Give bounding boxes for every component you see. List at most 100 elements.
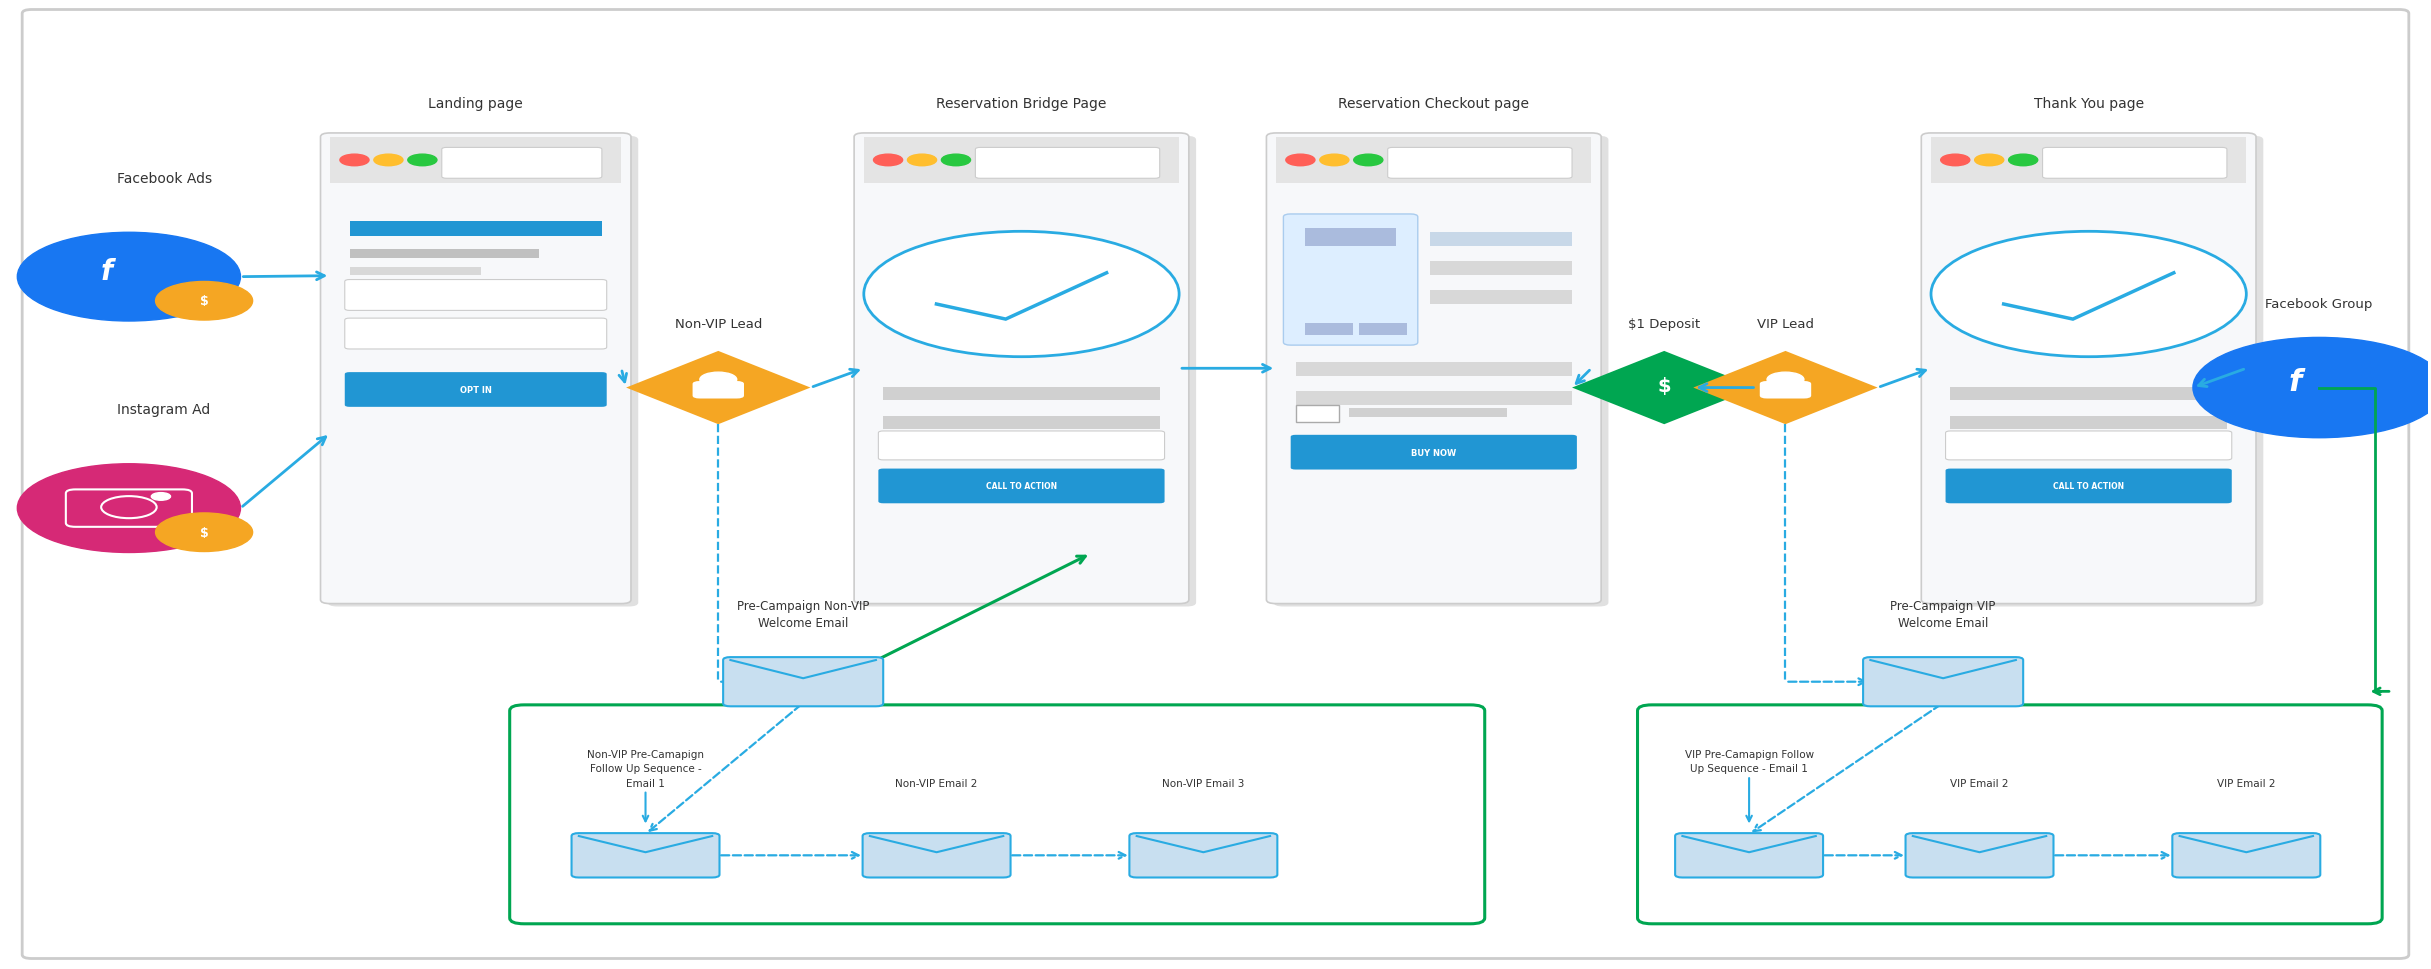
FancyBboxPatch shape [350,222,603,236]
Text: Non-VIP Email 2: Non-VIP Email 2 [895,778,977,788]
Polygon shape [1573,352,1755,424]
Text: OPT IN: OPT IN [459,386,491,394]
Circle shape [17,233,241,322]
Text: Non-VIP Lead: Non-VIP Lead [673,318,761,330]
Circle shape [2193,338,2431,438]
FancyBboxPatch shape [442,148,603,179]
FancyBboxPatch shape [331,138,622,184]
Text: Facebook Ads: Facebook Ads [117,172,211,186]
Circle shape [1320,155,1349,167]
Text: Welcome Email: Welcome Email [758,616,848,629]
Text: $1 Deposit: $1 Deposit [1629,318,1699,330]
Text: Welcome Email: Welcome Email [1899,616,1989,629]
FancyBboxPatch shape [345,319,608,350]
Text: Landing page: Landing page [428,97,523,110]
FancyBboxPatch shape [693,382,744,399]
FancyBboxPatch shape [1760,382,1811,399]
FancyBboxPatch shape [321,134,632,604]
FancyBboxPatch shape [878,431,1164,460]
Circle shape [156,514,253,552]
Text: Thank You page: Thank You page [2035,97,2144,110]
FancyBboxPatch shape [1945,469,2232,504]
FancyBboxPatch shape [345,373,608,407]
Text: f: f [102,258,114,286]
FancyBboxPatch shape [853,134,1189,604]
Circle shape [873,155,902,167]
FancyBboxPatch shape [571,833,720,878]
Circle shape [1354,155,1383,167]
Text: Follow Up Sequence -: Follow Up Sequence - [591,764,703,773]
Text: Facebook Group: Facebook Group [2266,298,2373,311]
FancyBboxPatch shape [722,657,882,706]
Circle shape [374,155,404,167]
Circle shape [1767,373,1804,388]
FancyBboxPatch shape [22,11,2409,958]
FancyBboxPatch shape [882,388,1160,400]
Circle shape [1940,155,1969,167]
FancyBboxPatch shape [1429,233,1573,246]
Circle shape [17,464,241,553]
FancyBboxPatch shape [1276,138,1592,184]
FancyBboxPatch shape [1296,392,1573,405]
Circle shape [907,155,936,167]
FancyBboxPatch shape [1950,416,2227,429]
FancyBboxPatch shape [1930,138,2246,184]
FancyBboxPatch shape [2042,148,2227,179]
Text: Up Sequence - Email 1: Up Sequence - Email 1 [1690,764,1809,773]
FancyBboxPatch shape [1388,148,1573,179]
Text: CALL TO ACTION: CALL TO ACTION [2054,482,2125,491]
Text: VIP Lead: VIP Lead [1758,318,1814,330]
Circle shape [1930,233,2246,358]
FancyBboxPatch shape [975,148,1160,179]
FancyBboxPatch shape [882,416,1160,429]
Text: Non-VIP Pre-Camapign: Non-VIP Pre-Camapign [586,749,705,759]
Circle shape [863,233,1179,358]
FancyBboxPatch shape [1284,215,1417,346]
FancyBboxPatch shape [1675,833,1823,878]
FancyBboxPatch shape [1429,262,1573,275]
FancyBboxPatch shape [1359,324,1408,335]
Text: VIP Email 2: VIP Email 2 [2217,778,2275,788]
FancyBboxPatch shape [1296,405,1339,422]
Text: CALL TO ACTION: CALL TO ACTION [987,482,1057,491]
Text: $: $ [1658,377,1670,395]
FancyBboxPatch shape [1274,137,1609,607]
Circle shape [1286,155,1315,167]
Text: Instagram Ad: Instagram Ad [117,403,209,417]
Circle shape [340,155,370,167]
Circle shape [408,155,438,167]
FancyBboxPatch shape [1296,363,1573,377]
Text: BUY NOW: BUY NOW [1410,449,1456,457]
Text: Reservation Checkout page: Reservation Checkout page [1339,97,1529,110]
Text: Email 1: Email 1 [627,778,666,788]
Circle shape [1974,155,2003,167]
FancyBboxPatch shape [863,138,1179,184]
FancyBboxPatch shape [328,137,639,607]
FancyBboxPatch shape [1130,833,1276,878]
FancyBboxPatch shape [350,249,540,259]
Text: VIP Email 2: VIP Email 2 [1950,778,2008,788]
Text: $: $ [199,526,209,539]
Text: $: $ [199,295,209,308]
Polygon shape [1694,352,1877,424]
Text: Non-VIP Email 3: Non-VIP Email 3 [1162,778,1245,788]
FancyBboxPatch shape [345,280,608,311]
FancyBboxPatch shape [511,705,1485,923]
Circle shape [941,155,970,167]
Text: f: f [2288,368,2302,397]
FancyBboxPatch shape [1267,134,1602,604]
FancyBboxPatch shape [1305,230,1395,246]
Text: Reservation Bridge Page: Reservation Bridge Page [936,97,1106,110]
Circle shape [151,493,170,501]
FancyBboxPatch shape [1291,435,1578,470]
FancyBboxPatch shape [1928,137,2263,607]
FancyBboxPatch shape [1950,388,2227,400]
FancyBboxPatch shape [1429,291,1573,304]
FancyBboxPatch shape [2173,833,2319,878]
FancyBboxPatch shape [1305,324,1354,335]
FancyBboxPatch shape [863,833,1011,878]
Circle shape [2008,155,2037,167]
FancyBboxPatch shape [1638,705,2382,923]
FancyBboxPatch shape [1906,833,2054,878]
Polygon shape [627,352,810,424]
